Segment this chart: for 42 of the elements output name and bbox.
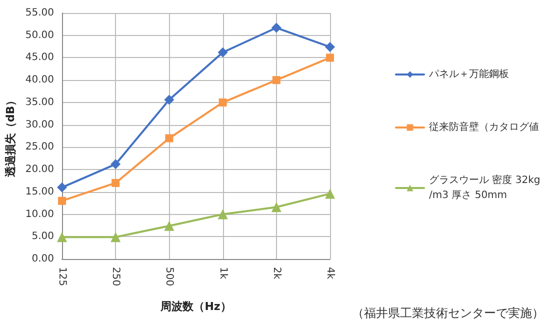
point: [57, 182, 67, 192]
point: [271, 22, 282, 33]
y-tick-label: 40.00: [25, 74, 54, 86]
point: [218, 209, 228, 220]
point: [57, 232, 67, 242]
point: [325, 42, 335, 52]
point: [218, 47, 228, 58]
legend-label: 従来防音壁（カタログ値: [429, 121, 539, 133]
point: [164, 220, 174, 231]
legend-label: グラスウール 密度 32kg/m3 厚さ 50mm: [429, 174, 540, 201]
text: （福井県工業技術センターで実施）: [352, 306, 544, 320]
point: [271, 202, 282, 212]
point: [164, 94, 174, 105]
y-tick-label: 20.00: [25, 164, 54, 176]
x-tick-label: 1k: [217, 267, 228, 280]
legend-label: パネル＋万能鋼板: [428, 68, 509, 80]
y-tick-label: 5.00: [32, 231, 54, 242]
y-tick-label: 30.00: [25, 119, 54, 130]
y-tick-label: 45.00: [25, 52, 54, 64]
point: [326, 54, 334, 62]
y-tick-label: 35.00: [25, 96, 54, 108]
x-tick-label: 4k: [324, 267, 336, 280]
y-tick-label: 50.00: [25, 30, 54, 41]
point: [165, 134, 174, 142]
point: [112, 178, 120, 187]
point: [110, 232, 121, 242]
x-tick-label: 2k: [270, 267, 282, 280]
point: [218, 98, 227, 106]
y-tick-label: 0.00: [32, 254, 54, 264]
y-tick-label: 25.00: [25, 142, 54, 153]
point: [325, 188, 335, 199]
y-tick-label: 10.00: [25, 208, 54, 220]
point: [110, 159, 121, 170]
y-tick-label: 55.00: [25, 8, 54, 18]
y-axis-title: 透過損失（dB）: [4, 94, 17, 178]
point: [58, 196, 66, 205]
point: [272, 76, 280, 84]
x-tick-label: 500: [164, 267, 175, 286]
x-tick-label: 125: [56, 267, 68, 286]
x-axis-title: 周波数（Hz）: [160, 300, 232, 313]
y-tick-label: 15.00: [25, 186, 54, 198]
x-tick-label: 250: [110, 267, 122, 286]
